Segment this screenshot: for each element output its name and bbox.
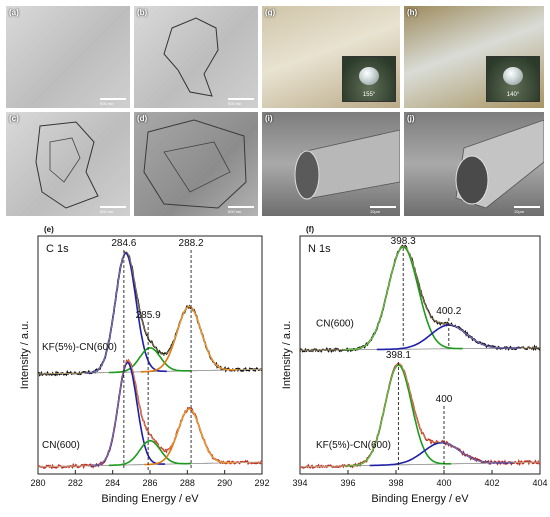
peak-label: 398.3 bbox=[391, 236, 416, 247]
peak-label: 400.2 bbox=[436, 306, 461, 317]
raw-data-line bbox=[37, 358, 263, 470]
panel-label: (g) bbox=[265, 8, 276, 17]
x-tick-label: 280 bbox=[30, 478, 45, 488]
tem-image-b: (b) 500 nm bbox=[134, 6, 258, 108]
x-tick-label: 288 bbox=[180, 478, 195, 488]
peak-label: 285.9 bbox=[136, 310, 161, 321]
x-tick-label: 286 bbox=[142, 478, 157, 488]
raw-data-line bbox=[299, 244, 541, 353]
scale-bar: 500 nm bbox=[228, 98, 254, 106]
sem-image-i: (i) 10μm bbox=[262, 112, 400, 216]
x-axis-label: Binding Energy / eV bbox=[371, 493, 469, 505]
x-tick-label: 292 bbox=[254, 478, 269, 488]
contact-angle-inset: 155° bbox=[342, 56, 396, 102]
xps-chart-n1s: 394 396 398 400 402 404 Binding Energy / eV Int… bbox=[281, 225, 548, 505]
xps-chart-c1s: 280 282 284 286 288 290 292 Binding Energy / eV… bbox=[19, 225, 270, 505]
series-0 bbox=[37, 251, 263, 377]
x-tick-label: 402 bbox=[484, 478, 499, 488]
chart-title: N 1s bbox=[308, 243, 331, 255]
series-label: CN(600) bbox=[316, 318, 354, 329]
fiber-tube-icon bbox=[294, 129, 400, 200]
photo-image-g: (g) 155° bbox=[262, 6, 400, 108]
scale-bar: 10μm bbox=[514, 206, 540, 214]
contact-angle-value: 140° bbox=[506, 92, 520, 98]
flake-outline-icon bbox=[35, 121, 99, 209]
plot-frame bbox=[299, 235, 541, 475]
scale-bar: 500 nm bbox=[100, 98, 126, 106]
sem-image-j: (j) 10μm bbox=[404, 112, 544, 216]
flake-outline-icon bbox=[143, 119, 247, 209]
contact-angle-inset: 140° bbox=[486, 56, 540, 102]
panel-label: (b) bbox=[137, 8, 148, 17]
x-tick-label: 398 bbox=[388, 478, 403, 488]
series-1 bbox=[37, 358, 263, 470]
panel-label: (d) bbox=[137, 114, 148, 123]
water-droplet-icon bbox=[359, 67, 379, 85]
water-droplet-icon bbox=[503, 67, 523, 85]
tem-image-c: (c) 500 nm bbox=[6, 112, 130, 216]
peak-label: 398.1 bbox=[386, 350, 411, 361]
x-tick-label: 282 bbox=[68, 478, 83, 488]
peak-label: 400 bbox=[436, 394, 453, 405]
x-tick-label: 394 bbox=[292, 478, 307, 488]
x-tick-label: 404 bbox=[532, 478, 547, 488]
chart-title: C 1s bbox=[46, 243, 69, 255]
fit-component-0 bbox=[90, 361, 165, 467]
series-label: KF(5%)-CN(600) bbox=[316, 440, 391, 451]
series-1 bbox=[299, 362, 541, 470]
tem-image-a: (a) 500 nm bbox=[6, 6, 130, 108]
series-label: KF(5%)-CN(600) bbox=[42, 342, 117, 353]
y-axis-label: Intensity / a.u. bbox=[19, 321, 31, 389]
panel-label: (a) bbox=[9, 8, 19, 17]
panel-label: (j) bbox=[407, 114, 415, 123]
panel-label: (f) bbox=[306, 225, 314, 234]
fit-component-1 bbox=[108, 439, 192, 467]
fit-component-1 bbox=[369, 441, 514, 467]
scale-bar: 500 nm bbox=[100, 206, 126, 214]
fit-envelope bbox=[38, 251, 262, 375]
x-axis-label: Binding Energy / eV bbox=[101, 493, 199, 505]
fit-envelope bbox=[300, 245, 540, 351]
peak-label: 288.2 bbox=[179, 238, 204, 249]
fit-envelope bbox=[37, 360, 262, 468]
scale-bar: 500 nm bbox=[228, 206, 254, 214]
scale-bar: 10μm bbox=[370, 206, 396, 214]
x-tick-label: 396 bbox=[340, 478, 355, 488]
plot-frame bbox=[37, 235, 263, 475]
panel-label: (e) bbox=[44, 225, 54, 234]
series-0 bbox=[299, 244, 541, 353]
fit-envelope bbox=[299, 363, 540, 468]
panel-label: (i) bbox=[265, 114, 273, 123]
x-tick-label: 284 bbox=[105, 478, 120, 488]
y-axis-label: Intensity / a.u. bbox=[281, 321, 293, 389]
photo-image-h: (h) 140° bbox=[404, 6, 544, 108]
peak-label: 284.6 bbox=[111, 238, 136, 249]
panel-label: (h) bbox=[407, 8, 418, 17]
tem-image-d: (d) 500 nm bbox=[134, 112, 258, 216]
flake-outline-icon bbox=[163, 17, 219, 97]
fit-component-2 bbox=[144, 408, 234, 466]
contact-angle-value: 155° bbox=[362, 92, 376, 98]
series-label: CN(600) bbox=[42, 440, 80, 451]
fit-component-1 bbox=[108, 347, 192, 374]
panel-label: (c) bbox=[9, 114, 19, 123]
x-tick-label: 290 bbox=[217, 478, 232, 488]
raw-data-line bbox=[299, 362, 541, 470]
fiber-tube-icon bbox=[455, 119, 544, 209]
x-tick-label: 400 bbox=[436, 478, 451, 488]
